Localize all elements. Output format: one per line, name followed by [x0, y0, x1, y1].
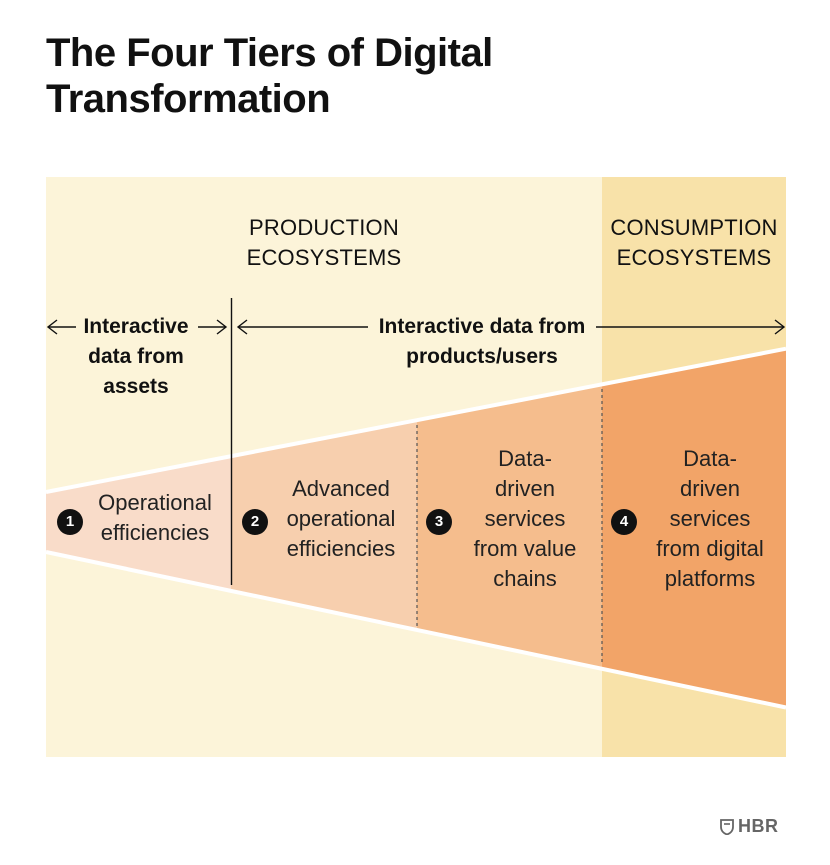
hbr-logo: HBR	[720, 816, 779, 837]
tier-1-label: Operational efficiencies	[98, 490, 212, 545]
assets-arrow	[46, 319, 228, 335]
page-title: The Four Tiers of Digital Transformation	[46, 31, 493, 121]
tier-3-label: Data- driven services from value chains	[473, 446, 577, 591]
tier-2-segment	[231, 420, 417, 630]
tier-4-segment	[602, 348, 786, 708]
tier-2-badge: 2	[242, 509, 268, 535]
tier-2-label: Advanced operational efficiencies	[286, 476, 396, 561]
tier-1-badge: 1	[57, 509, 83, 535]
tier-1-segment	[46, 456, 231, 591]
tier-3-badge: 3	[426, 509, 452, 535]
wedge-bottom-edge	[45, 550, 787, 710]
shield-icon	[720, 818, 734, 835]
products-data-label: Interactive data from products/users	[378, 315, 586, 368]
source-label: HBR	[738, 816, 779, 836]
consumption-ecosystems-label: CONSUMPTION ECOSYSTEMS	[610, 215, 778, 270]
tier-4-badge: 4	[611, 509, 637, 535]
production-ecosystems-label: PRODUCTION ECOSYSTEMS	[246, 215, 402, 270]
products-arrow	[236, 319, 786, 335]
tier-4-label: Data- driven services from digital platf…	[656, 446, 764, 591]
assets-data-label: Interactive data from assets	[83, 315, 189, 398]
wedge-top-edge	[45, 346, 787, 494]
tier-3-segment	[417, 384, 602, 669]
